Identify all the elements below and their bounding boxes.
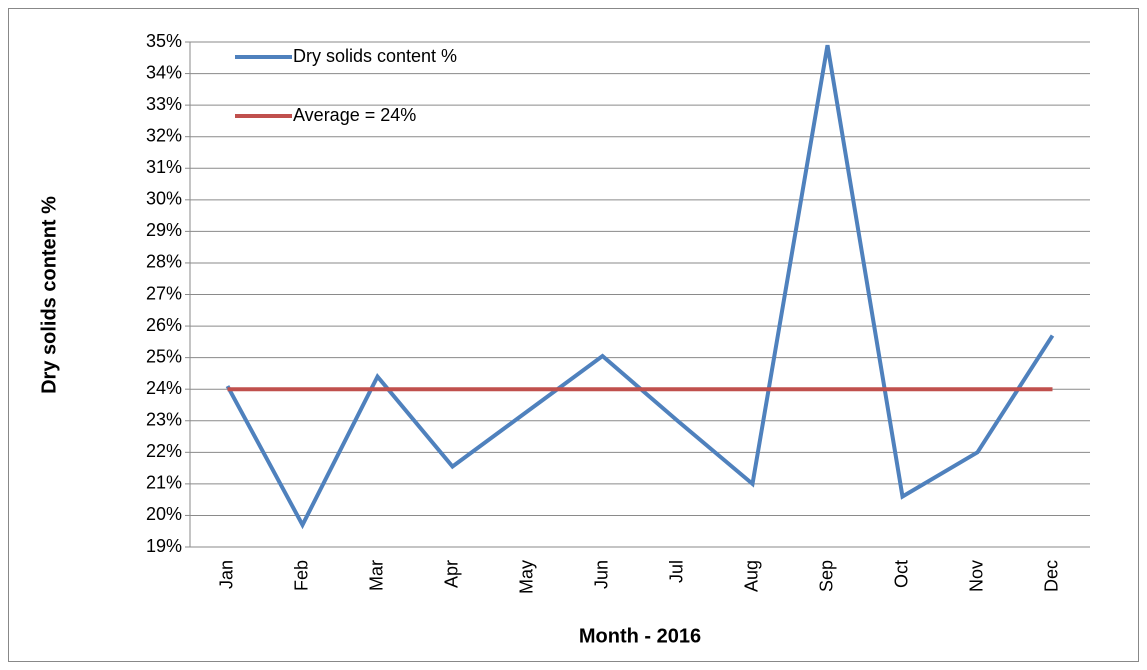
y-tick-label: 23% xyxy=(146,410,182,430)
x-tick-label: May xyxy=(516,560,536,594)
y-tick-label: 20% xyxy=(146,504,182,524)
x-tick-label: Jul xyxy=(666,560,686,583)
y-tick-label: 34% xyxy=(146,62,182,82)
x-tick-label: Feb xyxy=(291,560,311,591)
y-tick-label: 32% xyxy=(146,125,182,145)
y-tick-label: 35% xyxy=(146,31,182,51)
y-tick-label: 26% xyxy=(146,315,182,335)
x-tick-label: Sep xyxy=(816,560,836,592)
y-tick-label: 25% xyxy=(146,346,182,366)
x-tick-label: Aug xyxy=(741,560,761,592)
x-axis-title: Month - 2016 xyxy=(579,625,701,647)
y-tick-label: 22% xyxy=(146,441,182,461)
y-tick-label: 19% xyxy=(146,536,182,556)
x-tick-label: Oct xyxy=(891,560,911,588)
legend-label: Average = 24% xyxy=(293,105,416,125)
legend-label: Dry solids content % xyxy=(293,46,457,66)
y-tick-label: 29% xyxy=(146,220,182,240)
x-tick-label: Jan xyxy=(216,560,236,589)
y-tick-label: 24% xyxy=(146,378,182,398)
x-tick-label: Nov xyxy=(966,560,986,592)
y-tick-label: 31% xyxy=(146,157,182,177)
y-tick-label: 27% xyxy=(146,283,182,303)
y-tick-label: 30% xyxy=(146,189,182,209)
x-tick-label: Mar xyxy=(366,560,386,591)
x-tick-label: Dec xyxy=(1041,560,1061,592)
y-tick-label: 21% xyxy=(146,473,182,493)
y-tick-label: 28% xyxy=(146,252,182,272)
x-tick-label: Jun xyxy=(591,560,611,589)
x-tick-label: Apr xyxy=(441,560,461,588)
chart-border xyxy=(8,8,1139,662)
y-tick-label: 33% xyxy=(146,94,182,114)
y-axis-title: Dry solids content % xyxy=(38,196,60,394)
